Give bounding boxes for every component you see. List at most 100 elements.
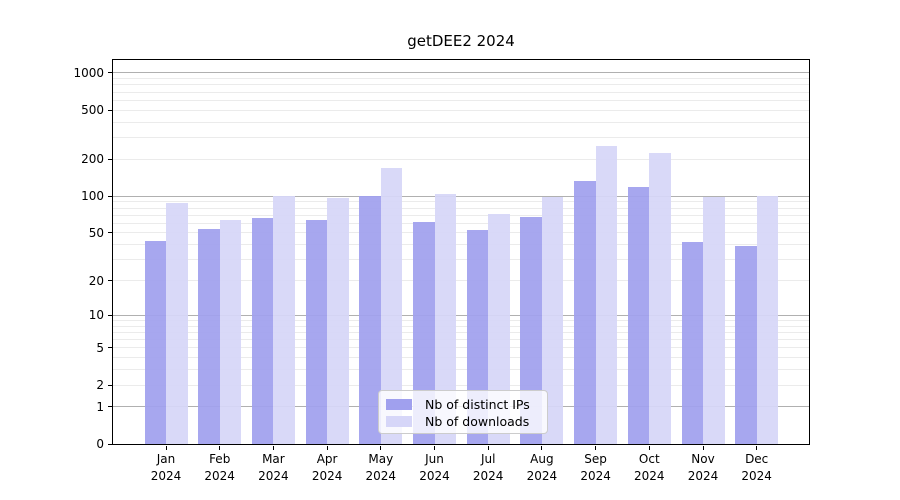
x-axis-label-apr: Apr 2024 <box>295 451 359 485</box>
gridline-minor-9 <box>113 319 809 321</box>
y-axis-tick-label-500: 500 <box>81 103 104 118</box>
y-tick-100 <box>108 195 112 197</box>
x-label-month: Aug <box>530 452 554 466</box>
x-label-year: 2024 <box>526 469 558 483</box>
x-label-month: Jun <box>425 452 444 466</box>
gridline-minor-6 <box>113 339 809 340</box>
legend-item-downloads: Nb of downloads <box>386 413 540 429</box>
x-label-year: 2024 <box>634 469 665 483</box>
y-axis-tick-label-1000: 1000 <box>73 65 104 80</box>
y-tick-50 <box>108 232 112 234</box>
y-tick-500 <box>108 109 112 111</box>
x-tick-jun <box>434 445 435 450</box>
bar-distinct-ips-may <box>359 196 381 444</box>
y-tick-200 <box>108 158 112 160</box>
bar-distinct-ips-mar <box>251 218 274 444</box>
x-tick-mar <box>272 445 274 450</box>
legend-swatch-distinct-ips <box>386 398 412 410</box>
gridline-major-10 <box>113 314 809 316</box>
x-label-month: Jan <box>156 452 176 466</box>
x-tick-aug <box>541 445 543 450</box>
gridline-minor-300 <box>113 137 809 139</box>
y-axis-tick-label-2: 2 <box>96 378 104 392</box>
legend-label-distinct-ips: Nb of distinct IPs <box>425 396 530 412</box>
y-axis-tick-label-0: 0 <box>96 437 104 451</box>
legend-label-downloads: Nb of downloads <box>425 413 530 429</box>
bar-downloads-feb <box>219 219 242 444</box>
bar-downloads-mar <box>273 196 295 444</box>
bar-distinct-ips-sep <box>574 180 596 444</box>
gridline-minor-20 <box>113 280 809 281</box>
bar-distinct-ips-apr <box>305 219 328 444</box>
bar-distinct-ips-oct <box>627 187 650 444</box>
x-label-year: 2024 <box>204 469 235 483</box>
x-axis-label-jan: Jan 2024 <box>134 451 198 485</box>
x-label-year: 2024 <box>419 469 450 483</box>
x-label-month: Feb <box>209 452 231 466</box>
x-label-year: 2024 <box>311 469 343 483</box>
gridline-minor-400 <box>113 121 809 123</box>
x-label-month: Oct <box>638 452 660 466</box>
legend-item-distinct-ips: Nb of distinct IPs <box>386 396 540 412</box>
gridline-minor-2 <box>113 384 809 386</box>
x-label-year: 2024 <box>258 469 289 483</box>
x-axis-label-aug: Aug 2024 <box>510 451 574 485</box>
x-label-year: 2024 <box>150 469 182 483</box>
gridline-minor-30 <box>113 259 809 261</box>
gridline-minor-5 <box>113 347 809 349</box>
bar-distinct-ips-dec <box>735 245 757 444</box>
x-tick-jan <box>165 445 167 450</box>
bar-distinct-ips-jan <box>144 240 166 444</box>
x-tick-dec <box>756 445 758 450</box>
x-label-month: Nov <box>691 452 715 466</box>
y-axis-tick-label-5: 5 <box>96 340 104 355</box>
bar-downloads-apr <box>327 197 349 444</box>
y-axis-tick-label-200: 200 <box>81 152 104 167</box>
x-label-month: May <box>368 452 394 466</box>
bar-downloads-oct <box>649 152 671 444</box>
chart-title: getDEE2 2024 <box>407 32 515 50</box>
bar-downloads-sep <box>595 146 618 444</box>
y-axis-tick-label-50: 50 <box>88 225 104 240</box>
bar-downloads-nov <box>703 197 725 444</box>
gridline-minor-80 <box>113 207 809 209</box>
y-axis-tick-label-1: 1 <box>96 399 104 414</box>
bar-downloads-jun <box>434 193 456 444</box>
x-tick-feb <box>219 445 221 450</box>
x-axis-label-nov: Nov 2024 <box>671 451 735 485</box>
x-axis-label-may: May 2024 <box>349 451 413 485</box>
x-label-year: 2024 <box>687 469 719 483</box>
bar-downloads-aug <box>541 197 564 444</box>
x-label-year: 2024 <box>741 469 772 483</box>
y-axis-tick-label-20: 20 <box>88 273 104 288</box>
legend: Nb of distinct IPs Nb of downloads <box>378 390 548 434</box>
gridline-minor-900 <box>113 78 809 80</box>
gridline-minor-50 <box>113 232 809 234</box>
y-tick-1000 <box>108 72 112 74</box>
bar-downloads-jul <box>488 213 510 444</box>
x-tick-jul <box>487 445 489 450</box>
x-axis-label-feb: Feb 2024 <box>188 451 252 485</box>
y-tick-0 <box>108 443 112 445</box>
gridline-major-100 <box>113 195 809 197</box>
gridline-minor-500 <box>113 109 809 111</box>
x-label-month: Mar <box>262 452 285 466</box>
bar-downloads-jan <box>166 202 188 444</box>
x-tick-apr <box>326 445 328 450</box>
x-axis-label-jun: Jun 2024 <box>403 451 467 485</box>
x-label-month: Sep <box>584 452 607 466</box>
y-tick-20 <box>108 280 112 281</box>
x-label-month: Dec <box>745 452 769 466</box>
gridline-minor-3 <box>113 369 809 371</box>
bar-downloads-dec <box>756 196 779 444</box>
x-axis-label-dec: Dec 2024 <box>725 451 789 485</box>
gridline-minor-200 <box>113 158 809 160</box>
x-label-month: Apr <box>316 452 338 466</box>
x-axis-label-oct: Oct 2024 <box>617 451 681 485</box>
x-label-year: 2024 <box>472 469 504 483</box>
gridline-minor-90 <box>113 201 809 203</box>
gridline-minor-600 <box>113 99 809 101</box>
y-axis-tick-label-10: 10 <box>88 308 104 323</box>
bar-distinct-ips-aug <box>520 216 542 444</box>
